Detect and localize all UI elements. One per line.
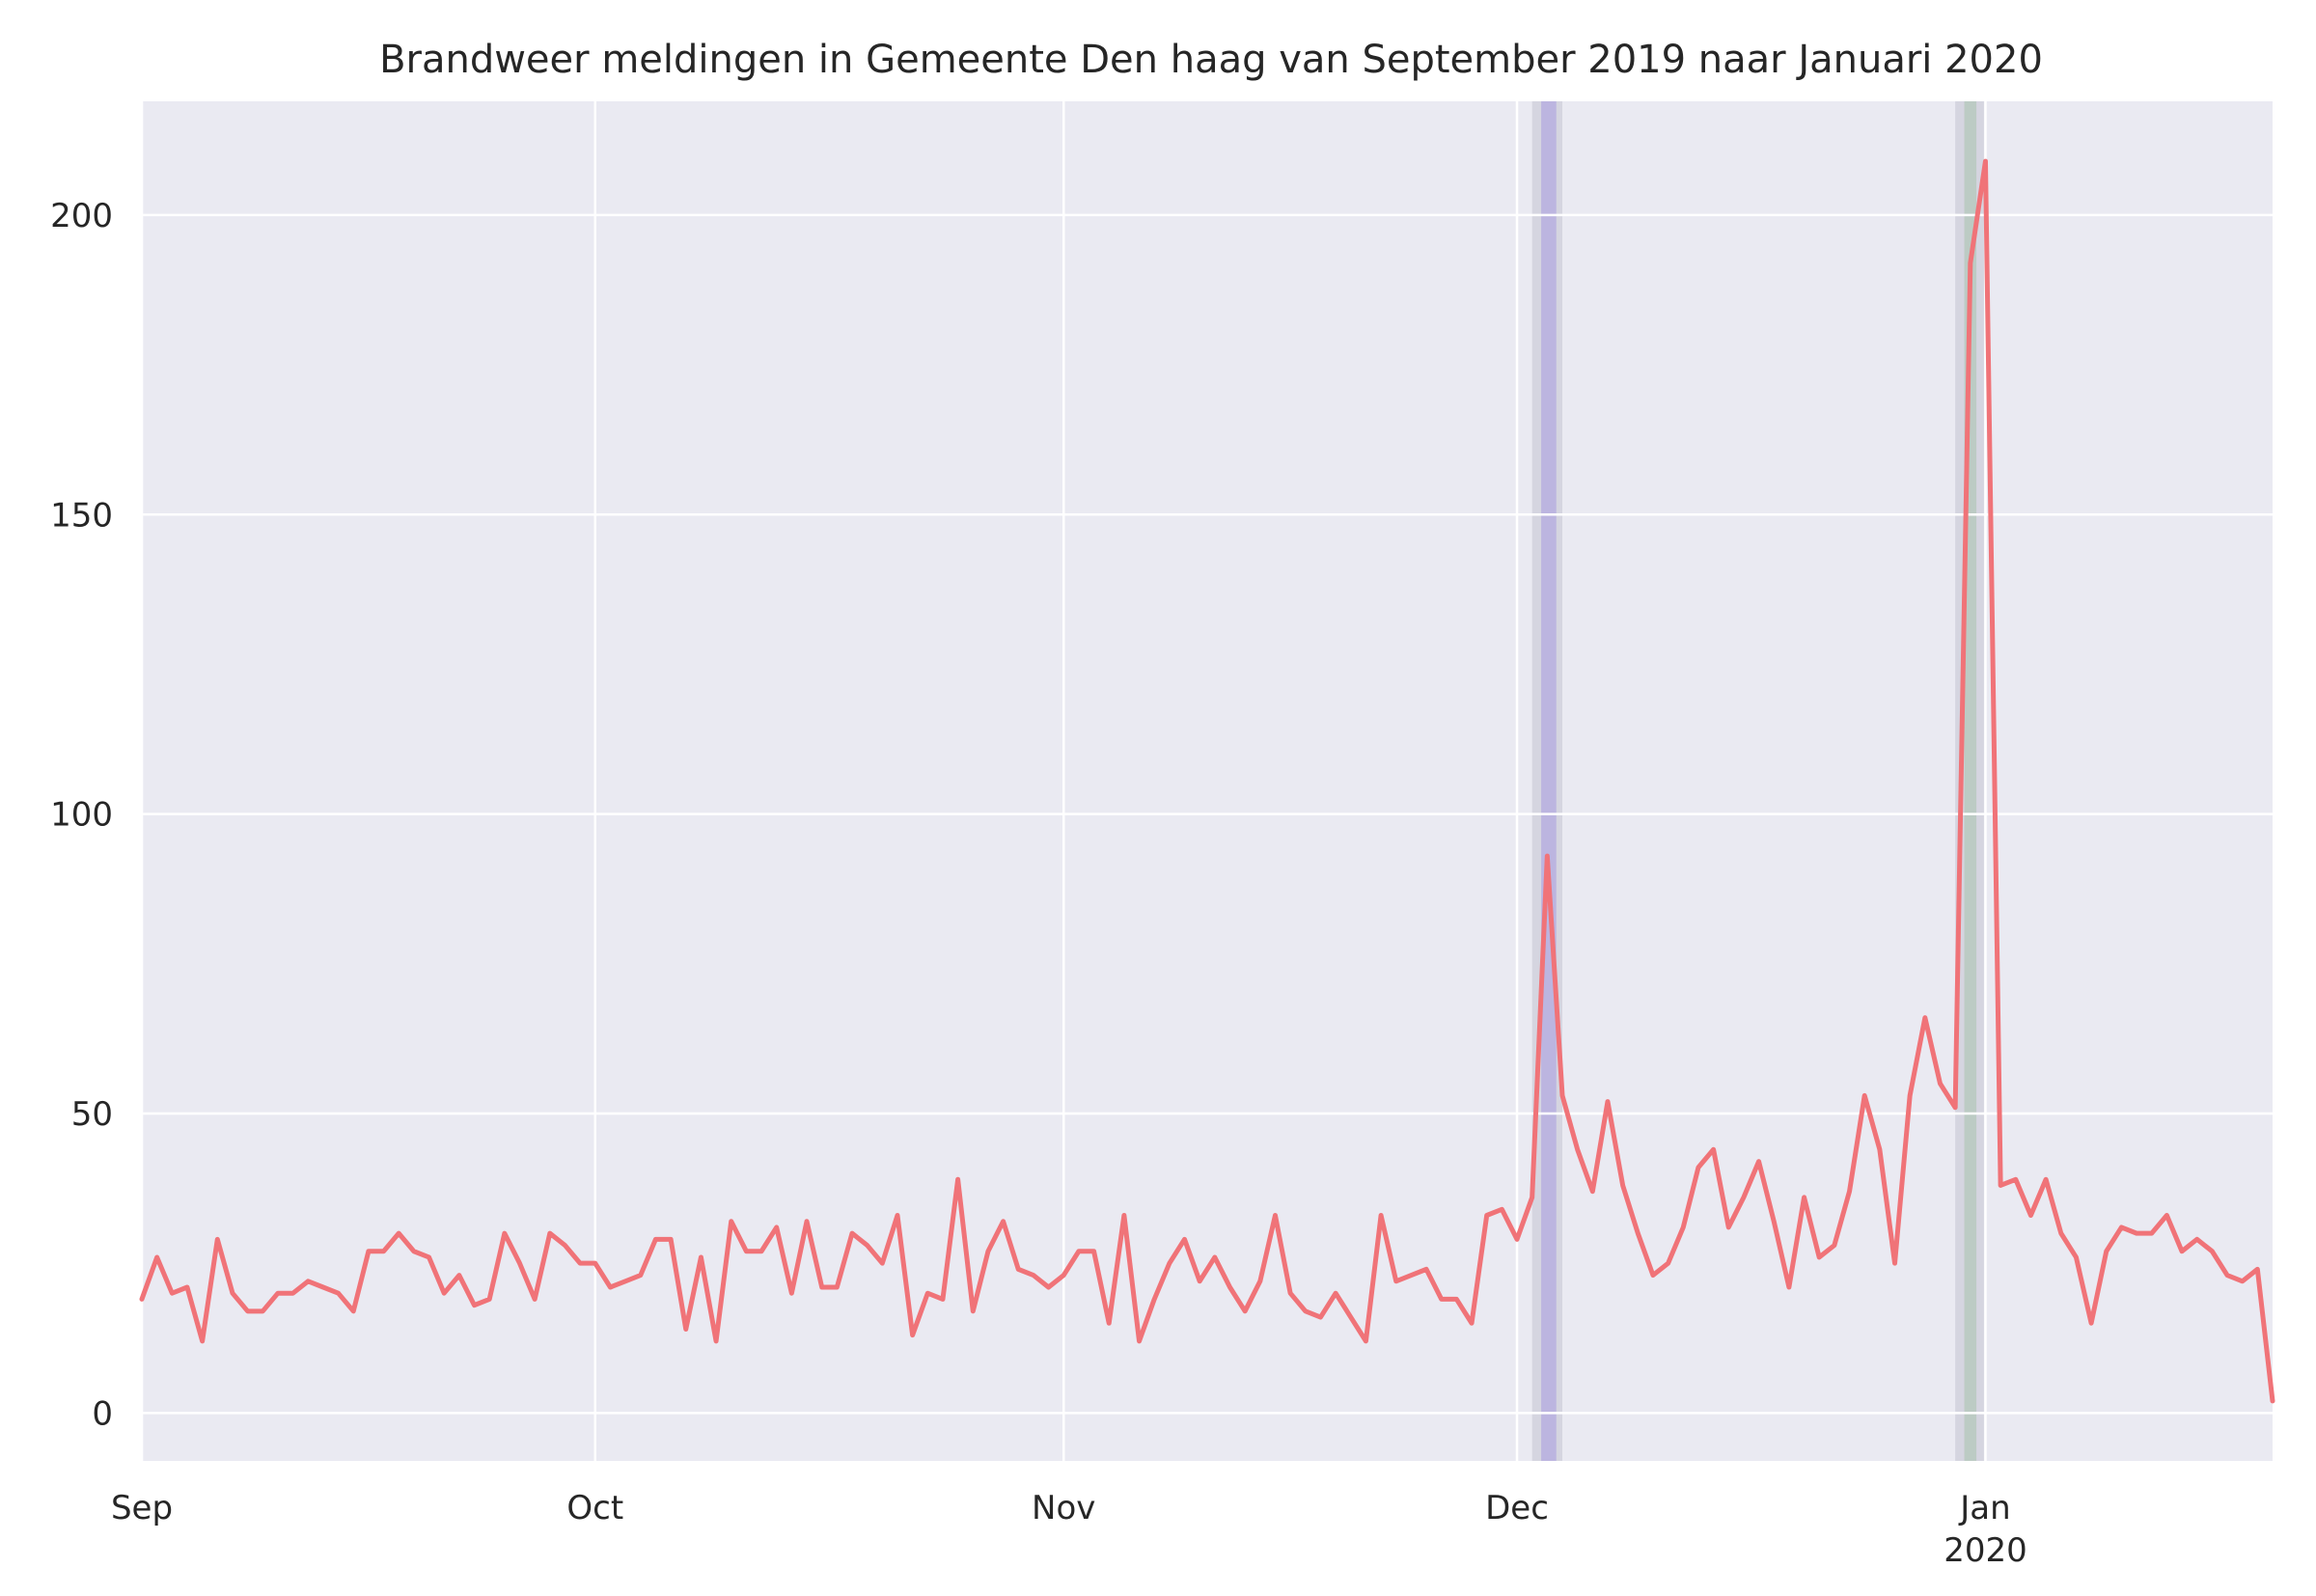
y-tick-label: 50 (71, 1095, 113, 1134)
grid-lines (140, 101, 2273, 1461)
x-tick-label: Nov (1032, 1489, 1095, 1527)
series-line (139, 158, 2275, 1404)
x-tick-label: Dec (1485, 1489, 1549, 1527)
series-layer (139, 158, 2275, 1404)
highlight-band (1541, 101, 1557, 1461)
plot-area (142, 101, 2273, 1461)
y-axis-ticks: 0 50 100 150 200 (50, 197, 113, 1433)
y-tick-label: 100 (50, 796, 113, 835)
chart-title: Brandweer meldingen in Gemeente Den haag… (379, 38, 2043, 82)
highlight-band (1531, 101, 1562, 1461)
x-axis-ticks: Sep Oct Nov Dec Jan 2020 (111, 1489, 2027, 1570)
x-tick-sublabel: 2020 (1944, 1531, 2027, 1570)
x-tick-label: Oct (566, 1489, 623, 1527)
y-tick-label: 200 (50, 197, 113, 235)
x-tick-label: Jan (1958, 1489, 2010, 1527)
y-tick-label: 0 (92, 1394, 113, 1433)
x-tick-label: Sep (111, 1489, 173, 1527)
y-tick-label: 150 (50, 496, 113, 535)
